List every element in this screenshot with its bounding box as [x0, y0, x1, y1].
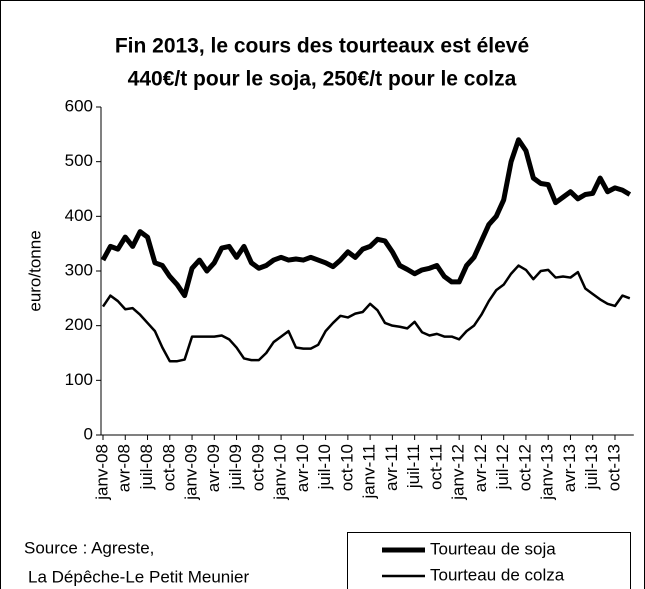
x-tick-label: janv-09 [182, 444, 201, 501]
series-line [100, 137, 632, 299]
x-tick-label: oct-13 [604, 444, 623, 491]
x-tick-label: oct-10 [337, 444, 356, 491]
y-tick-label: 200 [65, 315, 93, 334]
x-tick-label: juil-12 [493, 444, 512, 490]
y-axis-label: euro/tonne [25, 230, 44, 311]
x-tick-label: juil-11 [404, 444, 423, 489]
x-tick-label: juil-10 [315, 444, 334, 490]
x-tick-label: oct-09 [248, 444, 267, 491]
y-tick-label: 100 [65, 370, 93, 389]
x-tick-label: avr-13 [560, 444, 579, 492]
legend-label: Tourteau de colza [430, 565, 565, 584]
x-tick-label: janv-10 [271, 444, 290, 501]
y-tick-label: 300 [65, 260, 93, 279]
x-tick-label: juil-08 [137, 444, 156, 490]
x-tick-label: janv-11 [360, 444, 379, 500]
y-tick-label: 600 [65, 96, 93, 115]
x-tick-label: janv-13 [538, 444, 557, 501]
source: La Dépêche-Le Petit Meunier [28, 567, 249, 586]
x-tick-label: oct-08 [159, 444, 178, 491]
series-line [101, 264, 631, 363]
x-tick-label: oct-12 [515, 444, 534, 491]
source: Source : Agreste, [24, 538, 154, 557]
x-tick-label: avr-09 [204, 444, 223, 492]
x-tick-label: avr-12 [471, 444, 490, 492]
x-tick-label: avr-10 [293, 444, 312, 492]
legend-label: Tourteau de soja [430, 539, 556, 558]
y-tick-label: 400 [65, 206, 93, 225]
x-tick-label: juil-13 [582, 444, 601, 490]
x-tick-label: avr-11 [382, 444, 401, 491]
y-tick-label: 500 [65, 151, 93, 170]
chart-title: Fin 2013, le cours des tourteaux est éle… [115, 35, 529, 58]
x-tick-label: oct-11 [426, 444, 445, 490]
chart-subtitle: 440€/t pour le soja, 250€/t pour le colz… [128, 68, 517, 91]
x-tick-label: juil-09 [226, 444, 245, 490]
x-tick-label: avr-08 [115, 444, 134, 492]
x-tick-label: janv-08 [92, 444, 111, 501]
x-tick-label: janv-12 [449, 444, 468, 501]
y-tick-label: 0 [84, 424, 93, 443]
legend [347, 532, 631, 589]
